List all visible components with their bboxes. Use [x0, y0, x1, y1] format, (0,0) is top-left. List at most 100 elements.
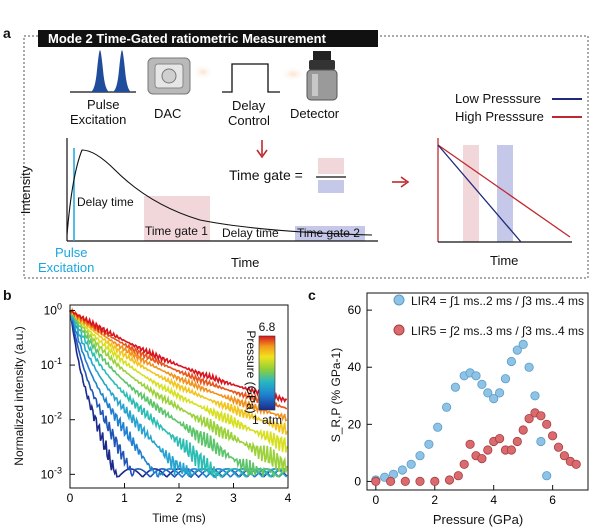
lir4-point [415, 451, 425, 461]
lir4-point [536, 436, 546, 447]
ratio-plot [437, 138, 572, 243]
colorbar-min: 1 atm [252, 413, 282, 427]
legend-lir4-marker [393, 294, 405, 306]
lir4-point [433, 422, 443, 432]
lir4-point [512, 345, 522, 355]
plot-c-xtick-label: 6 [549, 493, 556, 507]
lir5-point [453, 471, 463, 481]
series-lir5 [371, 408, 581, 486]
delay-time-2: Delay time [222, 226, 279, 240]
panel-a-header: Mode 2 Time-Gated ratiometric Measuremen… [48, 31, 327, 46]
plot-c-ytick-label: 40 [348, 360, 362, 374]
plot-c-xtick-label: 4 [490, 493, 497, 507]
pulse-excitation-1: Pulse [55, 245, 88, 260]
decay-series-11 [69, 308, 288, 410]
delay-time-1: Delay time [77, 195, 134, 209]
lir4-point [542, 471, 552, 481]
decay-curves-group [69, 307, 288, 480]
decay-series-7 [69, 310, 288, 473]
decay-diagram [66, 138, 378, 242]
lir4-point [506, 356, 516, 367]
legend-lir5-marker [393, 324, 405, 336]
legend-low: Low Presssure [455, 91, 541, 106]
lir4-point [424, 439, 434, 449]
delay-label-1: Delay [232, 98, 266, 113]
lir5-point [518, 425, 528, 435]
legend-lir5: LIR5 = ∫2 ms..3 ms / ∫3 ms..4 ms [411, 324, 584, 338]
lir4-point [489, 393, 499, 404]
lir5-point [559, 451, 570, 461]
decay-series-8 [69, 309, 288, 453]
lir4-point [518, 339, 528, 349]
lir5-point [536, 411, 546, 421]
lir5-point [553, 442, 564, 452]
plot-b-ytick-label: 10-2 [41, 411, 62, 427]
gate1-label: Time gate 1 [145, 224, 208, 238]
legend-lir4: LIR4 = ∫1 ms..2 ms / ∫3 ms..4 ms [411, 294, 584, 308]
pulse-excitation-2: Excitation [38, 260, 94, 275]
plot-b-ylabel: Normalized intensity (a.u.) [12, 326, 26, 465]
lir4-point [397, 465, 407, 475]
ratio-high-line [437, 144, 571, 238]
pulse-label-2: Excitation [70, 112, 126, 127]
delay-label-2: Control [228, 113, 270, 128]
lir4-point [524, 362, 534, 372]
colorbar-label: Pressure (GPa) [244, 330, 258, 413]
formula-denominator [318, 180, 344, 193]
formula-label: Time gate = [229, 167, 303, 183]
lir5-point [465, 439, 475, 449]
plot-c-points [371, 339, 581, 486]
plot-c-ylabel: S_R,P (% GPa-1) [329, 348, 343, 442]
dac-icon [147, 57, 214, 95]
lir5-point [400, 476, 410, 486]
lir5-point [542, 419, 552, 429]
lir5-point [430, 476, 440, 486]
ratio-xlabel: Time [490, 253, 518, 268]
decay-series-9 [69, 307, 288, 435]
lir4-point [494, 388, 505, 398]
dac-label: DAC [154, 106, 181, 121]
lir5-point [483, 445, 493, 455]
decay-series-10 [69, 307, 288, 422]
plot-b-xtick-label: 1 [121, 491, 128, 505]
plot-c-frame [366, 292, 589, 491]
lir4-point [530, 391, 540, 401]
lir5-point [415, 476, 425, 486]
plot-b-xtick-label: 3 [230, 491, 237, 505]
decay-ylabel: Intensity [18, 165, 33, 214]
down-arrow [256, 140, 268, 159]
plot-b-xtick-label: 0 [67, 491, 74, 505]
ratio-low-line [437, 144, 522, 243]
lir5-point [512, 436, 522, 447]
legend-high: High Presssure [455, 109, 544, 124]
lir4-point [500, 374, 511, 384]
plot-b-xtick-label: 4 [285, 491, 292, 505]
detector-icon [306, 51, 338, 101]
plot-b-xlabel: Time (ms) [152, 511, 206, 525]
panel-b-label: b [3, 287, 12, 303]
decay-series-12 [69, 309, 288, 404]
lir4-point [483, 388, 493, 398]
lir5-point [571, 459, 581, 469]
decay-xlabel: Time [231, 255, 259, 270]
lir5-point [371, 476, 381, 486]
lir4-point [406, 459, 416, 469]
gate2-label: Time gate 2 [297, 226, 360, 240]
pulse-label-1: Pulse [87, 97, 120, 112]
lir4-point [477, 379, 487, 389]
header-banner [38, 30, 378, 47]
plot-b-ytick-label: 10-3 [41, 465, 62, 481]
plot-c-ytick-label: 0 [354, 474, 361, 488]
decay-series-6 [69, 310, 288, 479]
lir5-point [547, 431, 558, 441]
panel-c-label: c [308, 287, 316, 303]
plot-c-xlabel: Pressure (GPa) [433, 512, 523, 527]
lir5-point [494, 433, 505, 444]
lir4-point [441, 402, 452, 412]
series-lir4 [371, 339, 552, 485]
ratio-gate1 [463, 145, 479, 242]
lir5-point [444, 475, 455, 485]
lir5-point [385, 476, 396, 486]
